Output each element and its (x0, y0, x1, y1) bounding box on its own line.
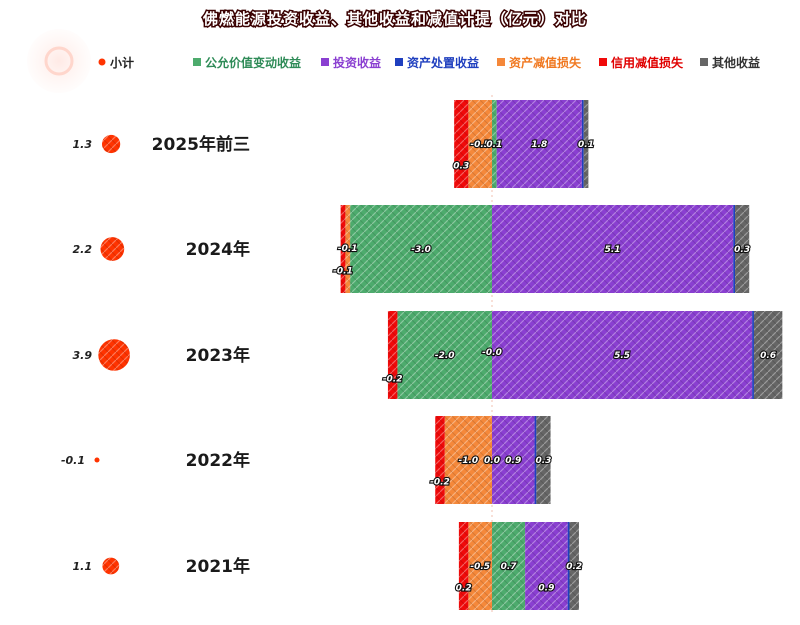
bar-segment-pattern (583, 100, 589, 188)
bar-segment (534, 416, 537, 504)
bar-segment-pattern (458, 522, 469, 610)
bar-segment-pattern (468, 100, 492, 188)
bar-value-label: -0.1 (333, 267, 353, 277)
legend-marker (599, 58, 607, 66)
bar-value-label: 0.3 (535, 456, 551, 466)
bar-value-label: 5.5 (614, 351, 630, 361)
category-label: 2023年 (186, 345, 250, 366)
subtotal-value: 1.3 (73, 138, 93, 151)
bar-segment-pattern (468, 522, 492, 610)
category-label: 2022年 (186, 450, 250, 471)
logo-watermark (27, 29, 91, 93)
bar-value-label: 0.6 (760, 351, 776, 361)
bar-value-label: -2.0 (435, 351, 455, 361)
bar-value-label: -0.0 (482, 348, 502, 358)
bar-segment-pattern (735, 205, 750, 293)
bar-value-label: 0.1 (578, 140, 594, 150)
subtotal-bubble-pattern (101, 134, 121, 154)
bar-segment-pattern (444, 416, 492, 504)
category-label: 2025年前三 (152, 134, 250, 155)
bar-segment (567, 522, 570, 610)
chart-title: 佛燃能源投资收益、其他收益和减值计提（亿元）对比 (202, 10, 587, 28)
bar-segment-pattern (340, 205, 346, 293)
bar-segment-pattern (397, 311, 492, 399)
bar-segment-pattern (435, 416, 445, 504)
subtotal-bubble (94, 457, 100, 463)
bar-value-label: -0.2 (383, 374, 403, 384)
category-label: 2021年 (186, 556, 250, 577)
bar-value-label: 0.9 (505, 456, 521, 466)
bar-segment-pattern (569, 522, 579, 610)
legend-item: 资产减值损失 (509, 55, 582, 70)
period-labels: 2025年前三 2024年 2023年 2022年 2021年 (152, 134, 250, 577)
bar-segment-pattern (350, 205, 492, 293)
legend-marker (98, 58, 106, 66)
bar-value-label: 0.1 (486, 140, 502, 150)
bar-segment-pattern (492, 205, 734, 293)
category-label: 2024年 (186, 239, 250, 260)
legend-marker (193, 58, 201, 66)
bar-segment (752, 311, 754, 399)
bars-area: 0.3-0.50.1 1.8 0.1-0.1-0.1 -3.0 5.1 0.3-0.2-0… (332, 100, 783, 610)
bar-value-label: -0.1 (338, 244, 358, 254)
legend: 小计 公允价值变动收益 投资收益 资产处置收益 资产减值损失 信用减值损失 其他收益 (98, 55, 760, 70)
bar-value-label: 0.0 (484, 456, 500, 466)
bar-segment-pattern (492, 311, 753, 399)
bar-value-label: 0.2 (456, 584, 472, 594)
bar-segment-pattern (345, 205, 351, 293)
bar-value-label: 1.8 (531, 140, 547, 150)
bar-segment (733, 205, 736, 293)
legend-marker (700, 58, 708, 66)
subtotal-value: 2.2 (73, 243, 93, 256)
bar-value-label: 0.9 (538, 584, 554, 594)
bar-value-label: -0.5 (470, 562, 490, 572)
legend-item: 资产处置收益 (407, 55, 479, 70)
bar-value-label: 5.1 (605, 245, 621, 255)
bar-segment (581, 100, 584, 188)
legend-marker (395, 58, 403, 66)
bar-segment-pattern (496, 100, 582, 188)
bar-value-label: 0.2 (566, 562, 582, 572)
bar-value-label: 0.7 (501, 562, 518, 572)
subtotal-value: 3.9 (73, 349, 93, 362)
bar-segment-pattern (753, 311, 783, 399)
bar-value-label: -3.0 (411, 245, 431, 255)
bar-value-label: -0.2 (430, 478, 450, 488)
subtotal-bubble-pattern (102, 557, 120, 575)
bar-segment-pattern (536, 416, 551, 504)
legend-marker (497, 58, 505, 66)
bar-value-label: 0.3 (734, 245, 750, 255)
bar-segment-pattern (454, 100, 469, 188)
subtotal-value: -0.1 (61, 454, 85, 467)
legend-item: 公允价值变动收益 (205, 55, 301, 70)
subtotal-bubble-pattern (100, 237, 125, 261)
bar-value-label: 0.3 (453, 162, 469, 172)
legend-item: 投资收益 (333, 55, 381, 70)
legend-marker (321, 58, 329, 66)
bar-segment-pattern (387, 311, 398, 399)
bar-segment-pattern (492, 100, 497, 188)
legend-item: 小计 (110, 55, 134, 70)
bar-segment-pattern (525, 522, 568, 610)
bar-segment-pattern (492, 522, 526, 610)
bar-value-label: -0.5 (470, 140, 490, 150)
bar-segment-pattern (492, 416, 535, 504)
subtotal-value: 1.1 (73, 560, 93, 573)
bar-value-label: -1.0 (459, 456, 479, 466)
legend-item: 其他收益 (712, 55, 760, 70)
subtotal-markers: 1.3 2.2 3.9 -0.1 1.1 (61, 134, 130, 575)
legend-item: 信用减值损失 (611, 55, 684, 70)
subtotal-bubble-pattern (98, 339, 130, 371)
